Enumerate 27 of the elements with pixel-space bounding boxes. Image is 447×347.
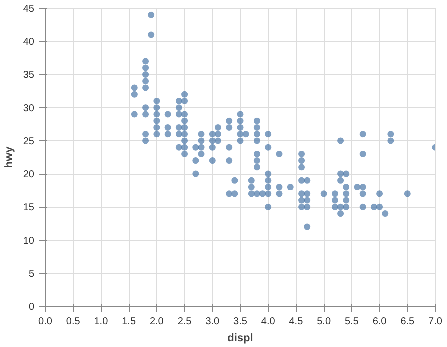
y-tick-label: 40 bbox=[23, 37, 35, 48]
y-tick-label: 0 bbox=[28, 302, 35, 313]
x-axis-title: displ bbox=[228, 332, 254, 344]
y-tick-label: 35 bbox=[23, 70, 35, 82]
x-tick-label: 3.5 bbox=[234, 316, 248, 328]
x-tick-label: 1.0 bbox=[94, 316, 109, 328]
x-tick-label: 5.0 bbox=[317, 316, 332, 328]
x-tick-label: 6.5 bbox=[400, 316, 416, 328]
y-axis-title: hwy bbox=[3, 146, 16, 168]
y-tick-label: 30 bbox=[23, 103, 35, 114]
x-tick-label: 3.0 bbox=[206, 316, 220, 328]
x-tick-label: 1.5 bbox=[122, 316, 136, 328]
x-tick-label: 4.0 bbox=[261, 316, 276, 328]
x-tick-label: 0.0 bbox=[38, 316, 53, 328]
x-tick-label: 6.0 bbox=[372, 316, 388, 328]
y-tick-label: 15 bbox=[23, 202, 35, 214]
y-tick-label: 20 bbox=[23, 170, 35, 181]
y-tick-label: 45 bbox=[23, 4, 35, 15]
x-tick-label: 0.5 bbox=[66, 316, 81, 328]
y-tick-label: 25 bbox=[23, 136, 35, 148]
y-tick-label: 5 bbox=[28, 268, 35, 280]
x-tick-label: 4.5 bbox=[289, 316, 304, 328]
y-tick-label: 10 bbox=[23, 236, 35, 247]
x-tick-label: 7.0 bbox=[428, 316, 443, 328]
x-tick-label: 2.5 bbox=[178, 316, 192, 328]
x-tick-label: 2.0 bbox=[150, 316, 164, 328]
x-tick-label: 5.5 bbox=[344, 316, 360, 328]
